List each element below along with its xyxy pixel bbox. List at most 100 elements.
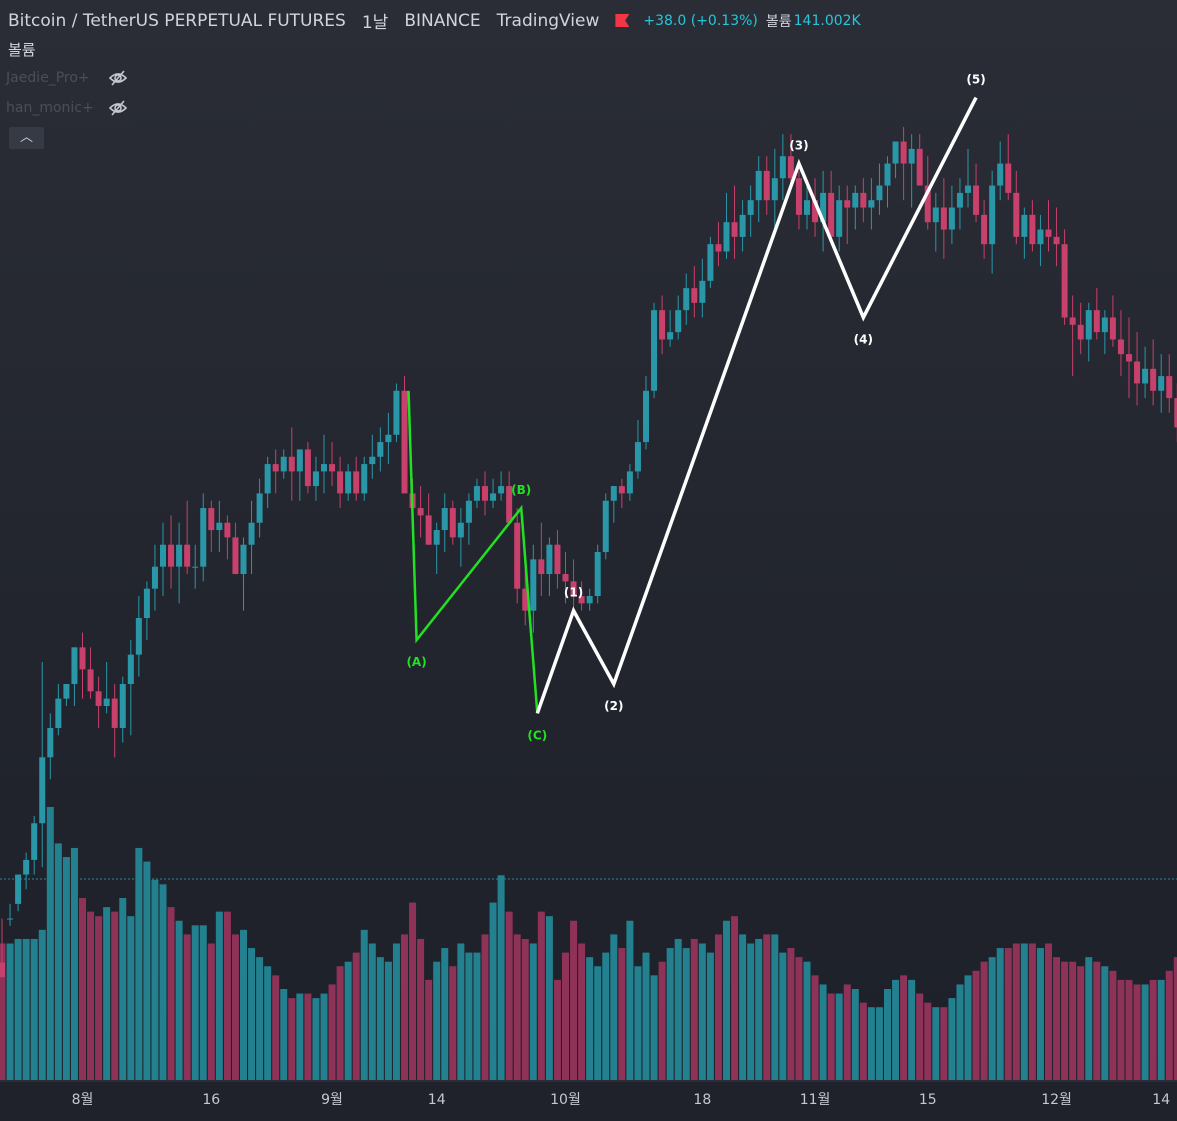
volume-bar	[240, 929, 247, 1080]
candle-body	[256, 493, 263, 523]
collapse-indicators-button[interactable]: ︿	[9, 127, 44, 149]
volume-bar	[336, 966, 344, 1080]
volume-bar	[199, 925, 207, 1080]
volume-bar	[167, 907, 175, 1080]
candle-body	[771, 178, 778, 201]
volume-bar	[87, 911, 95, 1080]
flag-icon[interactable]	[615, 14, 630, 27]
candle-body	[1109, 317, 1116, 340]
volume-bar	[1053, 957, 1061, 1080]
volume-bar	[392, 943, 400, 1080]
volume-bar	[755, 938, 763, 1080]
candle-body	[184, 544, 191, 567]
eye-hidden-icon[interactable]	[108, 98, 128, 118]
volume-bar	[698, 943, 706, 1080]
candle-body	[7, 918, 14, 920]
candle-body	[989, 185, 996, 245]
volume-bar	[264, 966, 272, 1080]
candle-body	[940, 207, 947, 230]
volume-bar	[505, 911, 513, 1080]
volume-bar	[384, 961, 392, 1080]
volume-bar	[296, 993, 304, 1080]
time-axis-tick: 12월	[1041, 1092, 1072, 1108]
volume-value: 141.002K	[793, 12, 861, 29]
candle-body	[87, 669, 94, 692]
candle-body	[884, 163, 891, 186]
candle-body	[804, 200, 810, 215]
volume-bar	[706, 952, 714, 1080]
volume-bar	[843, 984, 851, 1080]
volume-bar	[916, 993, 924, 1080]
volume-bar	[1061, 961, 1069, 1080]
candle-body	[594, 552, 601, 597]
volume-bar	[562, 952, 569, 1080]
eye-hidden-icon[interactable]	[108, 68, 128, 88]
volume-bar	[1125, 979, 1133, 1080]
candle-body	[1005, 163, 1012, 193]
candle-body	[860, 192, 867, 208]
volume-bar	[771, 934, 779, 1080]
volume-bar	[578, 943, 586, 1080]
volume-bar	[537, 911, 545, 1080]
wave-label: (5)	[966, 73, 985, 87]
candle-body	[39, 757, 46, 824]
volume-bar	[481, 934, 489, 1080]
volume-bar	[610, 934, 618, 1080]
candle-body	[763, 170, 770, 201]
volume-bar	[747, 943, 755, 1080]
volume-bar	[352, 952, 360, 1080]
volume-bar	[360, 929, 368, 1080]
volume-bar	[811, 975, 819, 1080]
volume-bar	[95, 916, 103, 1080]
volume-bar	[183, 934, 191, 1080]
candle-body	[337, 471, 344, 494]
candle-body	[844, 200, 851, 208]
interval-label[interactable]: 1날	[361, 13, 389, 33]
volume-bar	[497, 875, 505, 1080]
indicator-name: han_monic+	[6, 100, 94, 116]
candle-body	[626, 471, 633, 494]
volume-bar	[763, 934, 771, 1080]
candle-body	[836, 200, 843, 237]
candle-body	[812, 200, 819, 223]
candle-body	[151, 566, 158, 589]
volume-bar	[425, 979, 433, 1080]
candle-body	[610, 486, 617, 501]
symbol-title[interactable]: Bitcoin / TetherUS PERPETUAL FUTURES	[8, 10, 346, 31]
volume-bar	[465, 952, 473, 1080]
candle-body	[530, 559, 537, 611]
candle-body	[1037, 229, 1044, 245]
candle-body	[965, 185, 971, 193]
candle-body	[216, 522, 223, 531]
volume-bar	[256, 957, 264, 1080]
candle-body	[329, 464, 336, 472]
wave-label: (A)	[406, 655, 426, 669]
candle-body	[1134, 361, 1141, 384]
volume-bar	[207, 943, 215, 1080]
candle-body	[1101, 317, 1108, 333]
volume-bar	[417, 938, 425, 1080]
volume-bar	[972, 970, 980, 1080]
volume-legend[interactable]: 볼륨	[8, 41, 36, 59]
candle-body	[1085, 310, 1092, 340]
candle-body	[417, 508, 424, 516]
candle-body	[1029, 214, 1036, 245]
volume-bar	[924, 1002, 932, 1080]
volume-bar	[545, 916, 553, 1080]
volume-bar	[344, 961, 352, 1080]
volume-bar	[948, 998, 956, 1080]
volume-bar	[859, 1002, 867, 1080]
candle-body	[932, 207, 939, 223]
volume-bar	[231, 934, 239, 1080]
volume-bar	[964, 975, 972, 1080]
volume-bar	[867, 1007, 875, 1080]
volume-bar	[143, 861, 151, 1080]
volume-bar	[1165, 970, 1173, 1080]
volume-bar	[658, 961, 666, 1080]
provider-label: TradingView	[496, 10, 600, 31]
time-axis-tick: 16	[202, 1092, 220, 1108]
candle-body	[900, 141, 907, 164]
indicator-row[interactable]: han_monic+	[6, 95, 134, 121]
indicator-row[interactable]: Jaedie_Pro+	[6, 65, 134, 91]
